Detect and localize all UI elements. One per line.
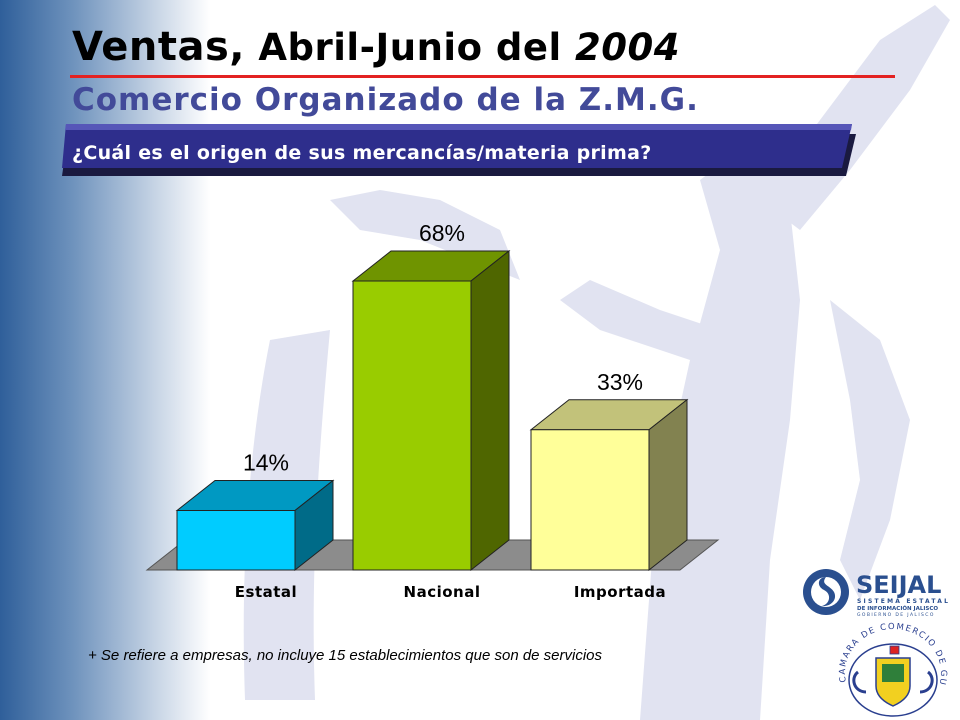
question-banner (62, 124, 856, 176)
value-label-importada: 33% (597, 369, 643, 395)
seijal-line1: SISTEMA ESTATAL (857, 598, 950, 605)
camara-seal-logo: CAMARA DE COMERCIO DE GUADALAJARA (830, 622, 947, 717)
left-gradient-band (0, 0, 210, 720)
bar-importada-front (530, 429, 650, 571)
value-label-nacional: 68% (419, 220, 465, 246)
category-label-estatal: Estatal (235, 583, 297, 601)
bar-importada (529, 398, 689, 572)
bar-nacional-side (470, 249, 510, 572)
value-label-estatal: 14% (243, 450, 289, 476)
bar-nacional (351, 249, 511, 572)
seijal-logo: SEIJAL SISTEMA ESTATAL DE INFORMACIÓN JA… (803, 569, 950, 618)
footnote: + Se refiere a empresas, no incluye 15 e… (88, 647, 603, 664)
seijal-line3: GOBIERNO DE JALISCO (857, 612, 935, 618)
bar-estatal (175, 479, 335, 572)
seijal-name: SEIJAL (856, 571, 941, 599)
bar-importada-side (648, 398, 688, 572)
bar-estatal-front (176, 510, 296, 571)
title-underline (70, 75, 895, 78)
bar-nacional-front (352, 280, 472, 571)
page-subtitle: Comercio Organizado de la Z.M.G. (72, 82, 699, 118)
page-title: Ventas, Abril-Junio del 2004 (72, 24, 681, 70)
seijal-line2: DE INFORMACIÓN JALISCO (857, 605, 938, 612)
category-label-importada: Importada (574, 583, 666, 601)
category-label-nacional: Nacional (404, 583, 481, 601)
question-text: ¿Cuál es el origen de sus mercancías/mat… (72, 142, 652, 164)
